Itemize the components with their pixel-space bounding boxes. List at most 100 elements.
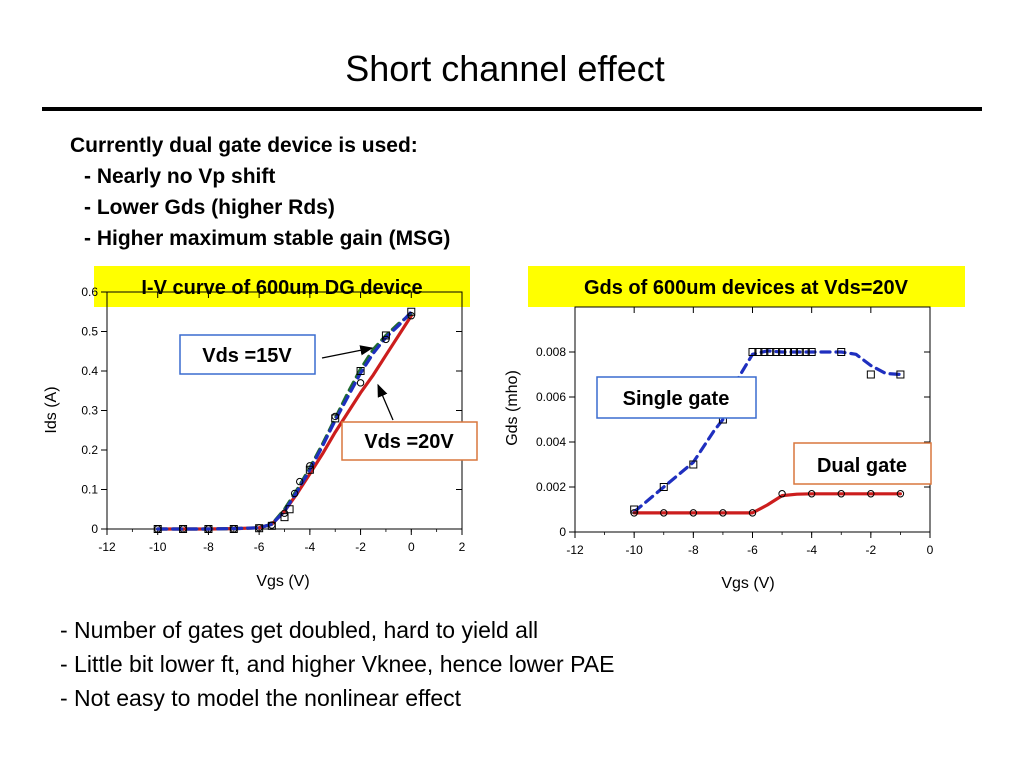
dual-gate-callout [793,442,932,485]
single-gate-callout [596,376,757,419]
x-tick-label: -8 [203,540,214,554]
gds-chart-banner [528,266,965,307]
iv-chart-banner [94,266,470,307]
intro-item: - Lower Gds (higher Rds) [84,196,335,219]
bottom-notes: - Number of gates get doubled, hard to y… [60,613,614,715]
square-marker [772,348,781,356]
y-tick-label: 0.008 [536,345,566,359]
x-tick-label: 0 [408,540,415,554]
circle-marker [296,477,304,486]
square-marker [795,348,804,356]
gds-chart-title: Gds of 600um devices at Vds=20V [584,277,909,299]
square-marker [789,348,798,356]
x-tick-label: -8 [688,543,699,557]
x-tick-label: -12 [566,543,584,557]
circle-marker [719,509,727,517]
title-divider [42,107,982,111]
vds20-arrow [377,383,394,421]
circle-marker [689,509,698,517]
square-marker [837,348,846,356]
x-tick-label: -4 [305,540,316,554]
slide-title: Short channel effect [345,48,665,89]
y-tick-label: 0.1 [81,483,98,497]
square-marker [630,505,639,514]
y-tick-label: 0 [91,522,98,536]
square-marker [807,348,816,356]
note-item: - Number of gates get doubled, hard to y… [60,617,539,643]
x-tick-label: -10 [149,540,167,554]
square-marker [407,307,416,316]
iv-x-axis: -12 -10 -8 -6 -4 -2 0 2 [98,292,466,554]
intro-item: - Higher maximum stable gain (MSG) [84,227,451,250]
x-tick-label: 2 [459,540,466,554]
square-marker [896,370,905,379]
series-line [156,310,413,531]
iv-y-label: Ids (A) [43,386,60,433]
note-item: - Not easy to model the nonlinear effect [60,685,462,711]
vds20-callout [341,421,478,461]
square-marker [866,370,875,379]
series-line [632,349,903,514]
intro-heading: Currently dual gate device is used: [70,134,418,157]
square-marker [381,331,390,340]
square-marker [778,348,787,356]
circle-marker [290,489,299,498]
intro-item: - Nearly no Vp shift [84,165,276,188]
x-tick-label: -12 [98,540,116,554]
vds20-callout-text: Vds =20V [364,431,454,453]
x-tick-label: 0 [927,543,934,557]
circle-marker [748,509,757,517]
y-tick-label: 0 [559,525,566,539]
y-tick-label: 0.2 [81,443,98,457]
vds15-callout-text: Vds =15V [202,345,292,367]
x-tick-label: -4 [806,543,817,557]
series-line [632,492,903,515]
x-tick-label: -10 [625,543,643,557]
iv-chart-title: I-V curve of 600um DG device [141,277,422,299]
square-marker [784,348,792,356]
y-tick-label: 0.004 [536,435,566,449]
square-marker [285,505,294,514]
dual-gate-callout-text: Dual gate [817,455,907,477]
circle-marker [837,490,845,498]
vds15-callout [179,334,316,375]
square-marker [280,513,289,522]
circle-marker [807,490,816,498]
circle-marker [204,525,213,533]
square-marker [760,348,769,356]
y-tick-label: 0.4 [81,364,98,378]
circle-marker [179,525,187,533]
circle-marker [382,335,390,344]
circle-marker [896,490,905,498]
y-tick-label: 0.6 [81,285,98,299]
iv-x-label: Vgs (V) [256,573,309,590]
intro-block: Currently dual gate device is used: - Ne… [70,130,450,254]
circle-marker [268,521,276,529]
x-tick-label: -6 [747,543,758,557]
square-marker [766,348,775,356]
circle-marker [407,312,415,320]
circle-marker [356,379,365,387]
vds15-arrow [321,345,374,359]
square-marker [331,414,340,423]
square-marker [689,460,698,469]
iv-plot-frame [106,291,463,530]
circle-marker [154,525,162,533]
circle-marker [778,490,786,498]
note-item: - Little bit lower ft, and higher Vknee,… [60,651,615,677]
y-tick-label: 0.5 [81,325,98,339]
square-marker [754,348,763,356]
gds-y-axis: 0 0.002 0.004 0.006 0.008 [536,345,930,539]
gds-markers-group [630,348,905,517]
x-tick-label: -6 [254,540,265,554]
square-marker [748,348,757,356]
square-marker [305,465,314,474]
gds-x-axis: -12 -10 -8 -6 -4 -2 0 [566,307,934,557]
square-marker [659,483,668,491]
circle-marker [230,525,238,533]
iv-markers-group [153,307,416,533]
gds-y-label: Gds (mho) [504,370,521,446]
gds-x-label: Vgs (V) [721,575,774,592]
circle-marker [660,509,668,517]
